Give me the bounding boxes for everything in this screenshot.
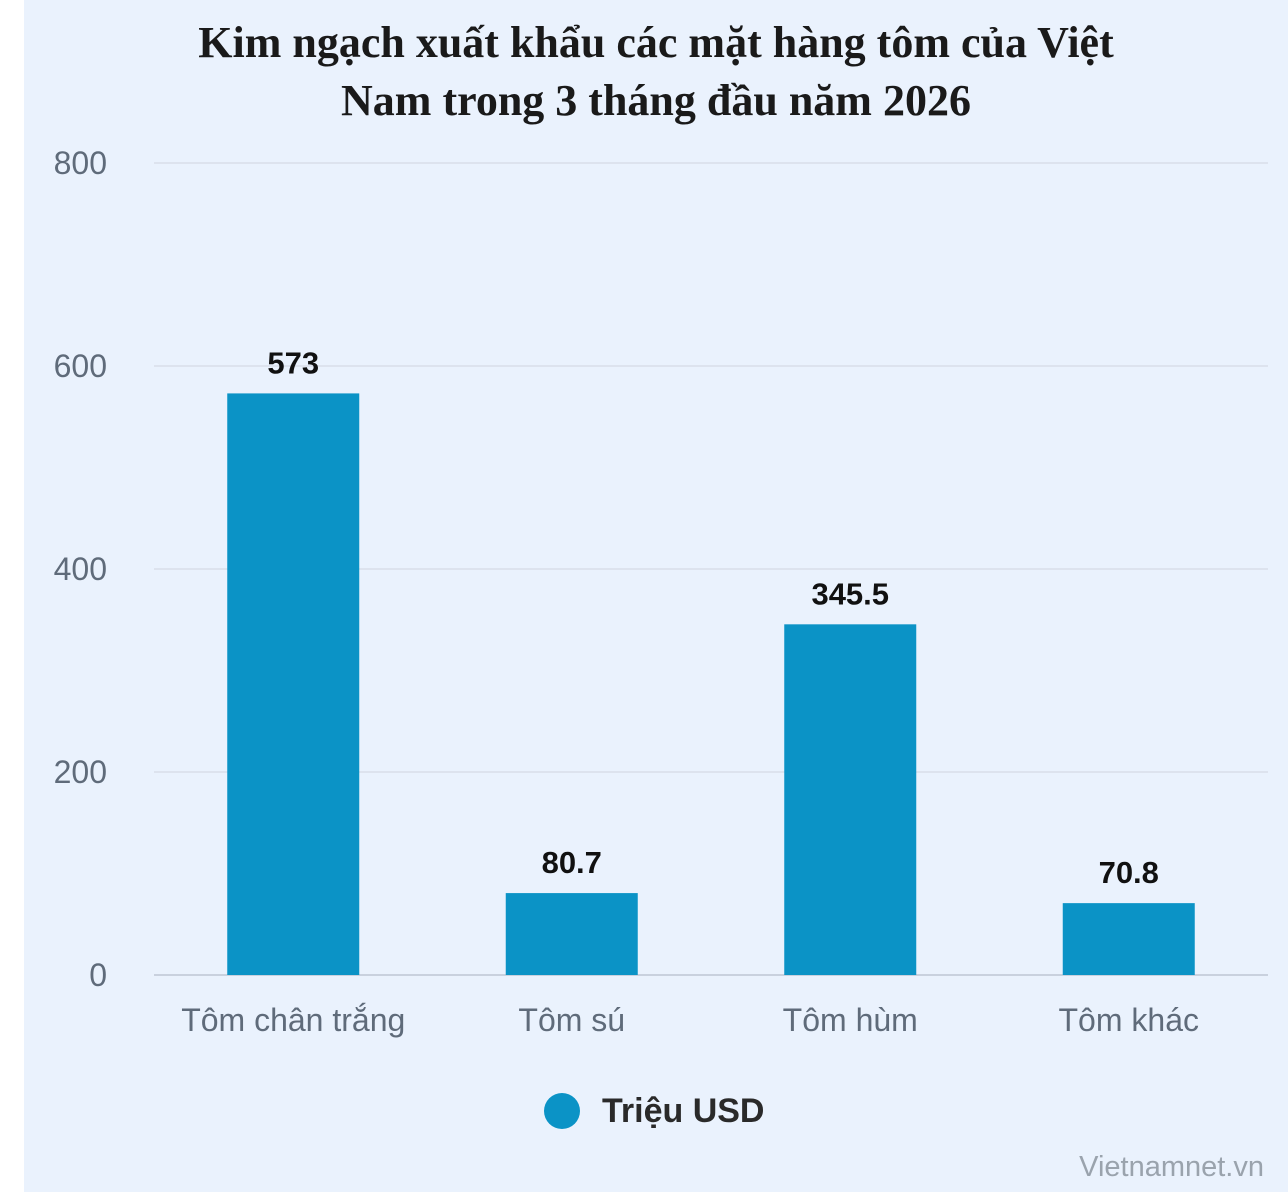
bar <box>227 393 360 975</box>
legend-marker-icon <box>544 1093 580 1129</box>
legend[interactable]: Triệu USD <box>544 1090 764 1132</box>
x-tick-label: Tôm hùm <box>783 1002 918 1038</box>
data-label: 80.7 <box>542 845 602 880</box>
bar <box>505 893 638 975</box>
legend-label: Triệu USD <box>602 1091 765 1130</box>
chart-card: Kim ngạch xuất khẩu các mặt hàng tôm của… <box>24 0 1288 1192</box>
y-tick-label: 400 <box>54 551 107 587</box>
data-label: 573 <box>267 345 319 380</box>
x-tick-label: Tôm khác <box>1059 1002 1199 1038</box>
data-label: 70.8 <box>1099 855 1159 890</box>
x-tick-label: Tôm sú <box>518 1002 625 1038</box>
x-tick-label: Tôm chân trắng <box>181 1002 405 1038</box>
y-tick-label: 800 <box>54 145 107 181</box>
data-label: 345.5 <box>811 576 889 611</box>
bar-chart: 0 200 400 600 800 573 Tôm chân trắng 80.7 Tôm sú… <box>54 145 1268 1038</box>
bar <box>784 624 917 975</box>
y-tick-label: 200 <box>54 754 107 790</box>
chart-title-line-2: Nam trong 3 tháng đầu năm 2026 <box>341 76 971 125</box>
watermark: Vietnamnet.vn <box>1079 1151 1264 1183</box>
y-tick-label: 0 <box>89 957 107 993</box>
y-tick-label: 600 <box>54 348 107 384</box>
chart-title-line-1: Kim ngạch xuất khẩu các mặt hàng tôm của… <box>198 18 1114 67</box>
bar <box>1062 903 1195 975</box>
chart-title: Kim ngạch xuất khẩu các mặt hàng tôm của… <box>24 14 1288 130</box>
